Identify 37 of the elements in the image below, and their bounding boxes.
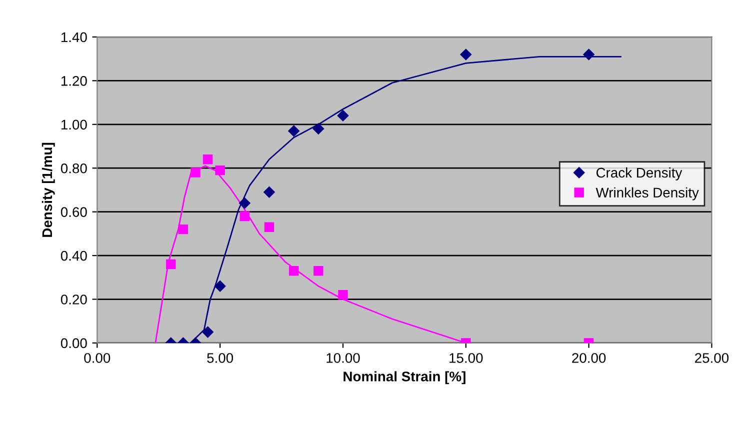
point bbox=[214, 280, 226, 292]
y-tick-label: 1.40 bbox=[61, 32, 87, 42]
x-tick-label: 15.00 bbox=[450, 353, 483, 363]
point bbox=[288, 125, 300, 137]
y-tick-label: 1.20 bbox=[61, 76, 87, 86]
x-tick-label: 0.00 bbox=[84, 353, 110, 363]
point bbox=[314, 266, 324, 276]
point bbox=[312, 123, 324, 134]
y-tick-label: 0.80 bbox=[60, 163, 87, 174]
x-tick-label: 5.00 bbox=[207, 353, 234, 363]
legend-label: Crack Density bbox=[596, 167, 682, 180]
point bbox=[337, 110, 349, 122]
point bbox=[460, 48, 472, 60]
y-tick-label: 1.00 bbox=[61, 120, 87, 130]
point bbox=[215, 165, 225, 176]
point bbox=[583, 48, 594, 60]
y-tick-label: 0.60 bbox=[60, 207, 87, 217]
point bbox=[202, 326, 214, 338]
point bbox=[288, 266, 299, 276]
x-tick-label: 10.00 bbox=[326, 353, 360, 363]
point bbox=[202, 154, 213, 164]
y-tick-label: 0.20 bbox=[60, 294, 87, 304]
point bbox=[264, 222, 274, 232]
point bbox=[190, 168, 200, 178]
x-axis-title: Nominal Strain [%] bbox=[344, 371, 466, 384]
x-tick-label: 25.00 bbox=[695, 353, 729, 363]
y-tick-label: 0.40 bbox=[60, 250, 87, 261]
point bbox=[166, 259, 176, 270]
point bbox=[264, 186, 275, 198]
x-tick-label: 20.00 bbox=[572, 353, 606, 363]
y-axis-title: Density [1/mu] bbox=[42, 142, 55, 237]
legend-label: Wrinkles Density bbox=[596, 187, 699, 200]
point bbox=[178, 224, 188, 234]
y-tick-label: 0.00 bbox=[60, 338, 87, 348]
point bbox=[240, 211, 250, 222]
point bbox=[338, 290, 348, 300]
point bbox=[239, 197, 250, 209]
